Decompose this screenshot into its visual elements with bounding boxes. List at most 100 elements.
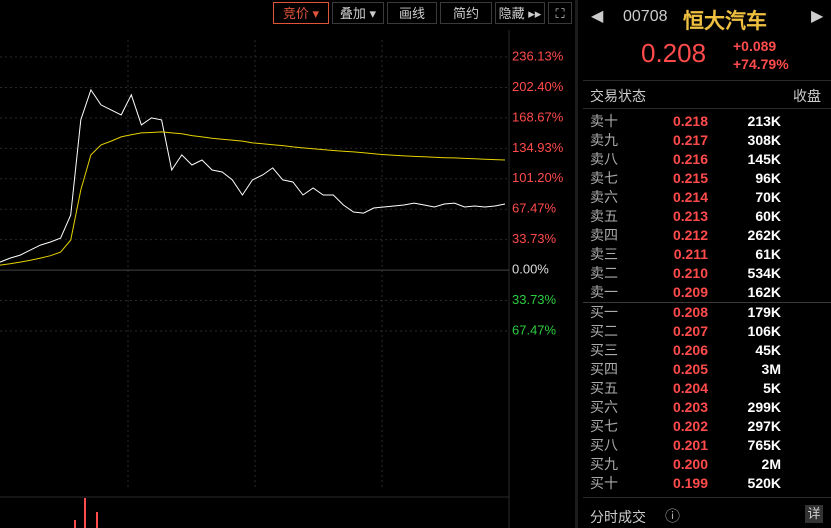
level-price: 0.207 (672, 323, 708, 339)
status-label: 交易状态 (590, 88, 646, 104)
order-row: 买六 0.203 299K (583, 398, 831, 417)
level-volume: 308K (747, 132, 781, 148)
level-volume: 765K (747, 437, 781, 453)
prev-stock-arrow[interactable]: ◀ (591, 8, 604, 25)
level-price: 0.204 (672, 380, 708, 396)
toolbar-button[interactable]: 叠加 ▾ (332, 2, 384, 24)
level-label: 买六 (590, 399, 618, 415)
level-volume: 96K (755, 170, 781, 186)
level-volume: 45K (755, 342, 781, 358)
toolbar-button[interactable]: 画线 (387, 2, 437, 24)
order-row: 卖五 0.213 60K (583, 207, 831, 226)
toolbar-button[interactable]: 隐藏 ▸▸ (495, 2, 545, 24)
level-label: 卖三 (590, 246, 618, 262)
order-row: 买九 0.200 2M (583, 455, 831, 474)
y-tick-label: 67.47% (512, 322, 557, 337)
level-price: 0.211 (673, 246, 708, 262)
level-volume: 162K (747, 284, 781, 300)
y-tick-label: 236.13% (512, 48, 564, 63)
level-price: 0.215 (672, 170, 708, 186)
level-volume: 299K (747, 399, 781, 415)
level-volume: 3M (761, 361, 781, 377)
level-label: 买九 (590, 456, 618, 472)
y-tick-label: 67.47% (512, 201, 557, 216)
average-line (0, 131, 506, 266)
order-row: 买七 0.202 297K (583, 417, 831, 436)
next-stock-arrow[interactable]: ▶ (811, 8, 824, 25)
level-volume: 60K (755, 208, 781, 224)
level-label: 卖六 (590, 189, 618, 205)
level-price: 0.206 (672, 342, 708, 358)
order-row: 买二 0.207 106K (583, 322, 831, 341)
level-price: 0.208 (672, 304, 708, 320)
level-volume: 179K (747, 304, 781, 320)
level-label: 买五 (590, 380, 618, 396)
level-price: 0.212 (672, 227, 708, 243)
order-row: 卖三 0.211 61K (583, 245, 831, 264)
info-icon[interactable]: ⓘ (665, 508, 681, 525)
y-tick-label: 33.73% (512, 231, 557, 246)
order-row: 卖八 0.216 145K (583, 150, 831, 169)
level-price: 0.213 (672, 208, 708, 224)
level-label: 买十 (590, 475, 618, 491)
level-price: 0.218 (672, 113, 708, 129)
level-label: 卖八 (590, 151, 618, 167)
separator (583, 80, 831, 81)
toolbar-button[interactable]: 竞价 ▾ (273, 2, 329, 24)
level-price: 0.200 (672, 456, 708, 472)
level-label: 买七 (590, 418, 618, 434)
order-row: 买五 0.204 5K (583, 379, 831, 398)
last-price: 0.208 (641, 38, 707, 68)
separator (583, 108, 831, 109)
order-row: 卖七 0.215 96K (583, 169, 831, 188)
level-label: 卖七 (590, 170, 618, 186)
price-change-pct: +74.79% (733, 56, 789, 72)
level-label: 买一 (590, 304, 618, 320)
intraday-chart: 236.13% 202.40% 168.67% 134.93% 101.20% 67.47… (0, 0, 578, 528)
level-label: 卖九 (590, 132, 618, 148)
y-tick-label: 33.73% (512, 292, 557, 307)
detail-button[interactable]: 详 (805, 505, 823, 523)
separator (583, 497, 831, 498)
level-label: 买二 (590, 323, 618, 339)
stock-code: 00708 (623, 8, 668, 25)
level-label: 卖一 (590, 284, 618, 300)
fullscreen-button[interactable]: ⛶ (548, 2, 572, 24)
order-row: 买一 0.208 179K (583, 303, 831, 322)
button-label: 叠加 (339, 6, 366, 21)
volume-bar (96, 512, 98, 528)
button-label: 画线 (398, 6, 425, 21)
status-value: 收盘 (793, 88, 821, 104)
level-label: 卖二 (590, 265, 618, 281)
price-change: +0.089 (733, 38, 777, 54)
level-label: 卖五 (590, 208, 618, 224)
level-volume: 297K (747, 418, 781, 434)
level-volume: 520K (747, 475, 781, 491)
order-row: 卖一 0.209 162K (583, 283, 831, 302)
level-volume: 262K (747, 227, 781, 243)
level-volume: 213K (747, 113, 781, 129)
y-tick-label: 0.00% (512, 262, 549, 277)
volume-bar (84, 498, 86, 528)
order-row: 卖四 0.212 262K (583, 226, 831, 245)
order-row: 买三 0.206 45K (583, 341, 831, 360)
volume-bar (74, 520, 76, 528)
y-tick-label: 101.20% (512, 170, 564, 185)
separator (583, 302, 831, 303)
stock-name: 恒大汽车 (683, 10, 767, 33)
level-price: 0.217 (672, 132, 708, 148)
y-tick-label: 168.67% (512, 109, 564, 124)
order-row: 买十 0.199 520K (583, 474, 831, 493)
level-volume: 61K (755, 246, 781, 262)
level-volume: 534K (747, 265, 781, 281)
order-row: 买八 0.201 765K (583, 436, 831, 455)
y-tick-label: 134.93% (512, 140, 564, 155)
toolbar-button[interactable]: 简约 (440, 2, 492, 24)
order-row: 买四 0.205 3M (583, 360, 831, 379)
level-price: 0.199 (672, 475, 708, 491)
panel-divider (575, 0, 578, 528)
price-line (0, 88, 506, 263)
order-row: 卖九 0.217 308K (583, 131, 831, 150)
level-price: 0.216 (672, 151, 708, 167)
footer-title: 分时成交 (590, 509, 646, 525)
